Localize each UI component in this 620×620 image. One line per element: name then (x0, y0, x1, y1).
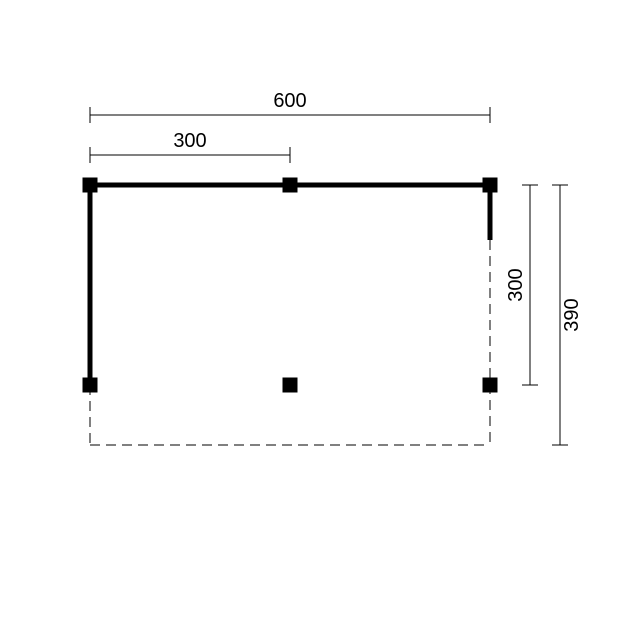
dim-label-width-half: 300 (173, 130, 206, 152)
post-3 (83, 378, 98, 393)
dim-label-height-inner: 300 (505, 268, 527, 301)
dim-label-width-full: 600 (273, 90, 306, 112)
technical-drawing: 600 300 300 390 (0, 0, 620, 620)
post-2 (483, 178, 498, 193)
post-5 (483, 378, 498, 393)
post-1 (283, 178, 298, 193)
post-0 (83, 178, 98, 193)
dim-label-height-outer: 390 (561, 298, 583, 331)
post-4 (283, 378, 298, 393)
